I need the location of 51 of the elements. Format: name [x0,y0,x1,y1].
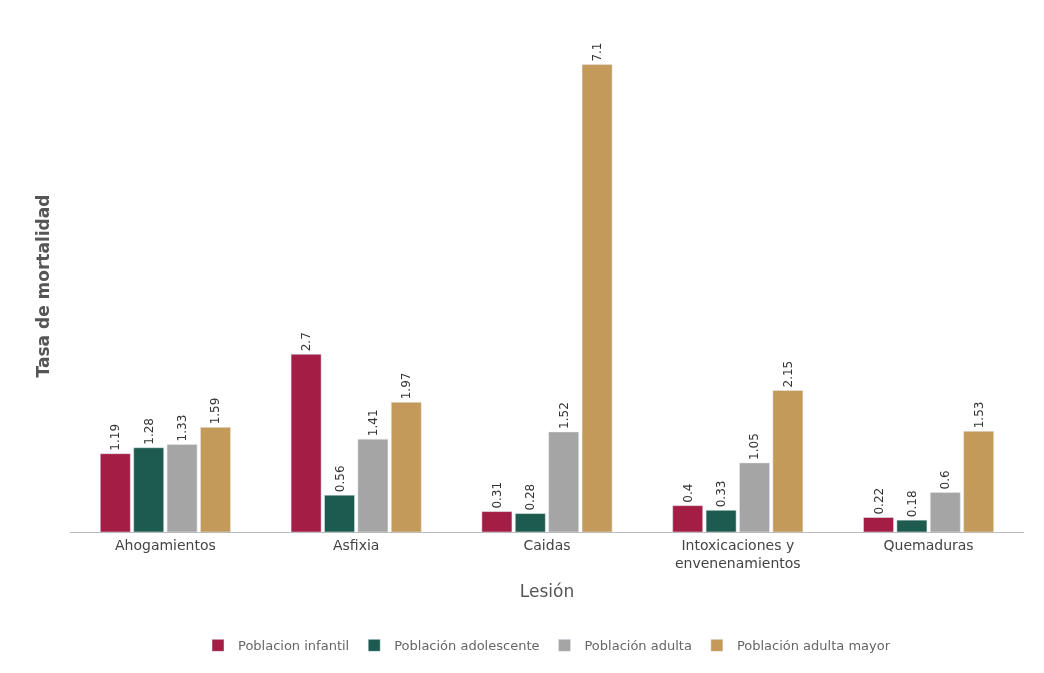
data-label: 7.1 [590,42,605,62]
bar [896,519,928,532]
data-label: 1.97 [399,372,414,400]
bar [324,494,355,532]
data-label: 0.6 [938,470,953,490]
legend-label: Poblacion infantil [238,638,350,654]
bar [739,462,770,532]
data-label: 1.28 [141,418,156,445]
data-label: 1.52 [556,402,571,429]
data-label: 2.7 [299,332,314,352]
bar [705,510,737,532]
legend-label: Población adolescente [394,638,540,654]
x-tick-label: Asfixia [332,536,380,553]
x-tick-label: Ahogamientos [114,536,216,553]
bar [772,390,804,532]
legend-label: Población adulta mayor [736,638,891,654]
data-label: 1.53 [971,401,986,429]
bar [581,64,613,532]
bar [391,402,422,532]
bar [357,438,389,532]
data-label: 0.22 [871,487,886,515]
bar [963,431,994,532]
bar [133,447,164,532]
bar [863,517,894,532]
data-label: 0.33 [714,480,729,508]
y-axis-title: Tasa de mortalidad [32,194,53,378]
bar [481,511,513,532]
data-label: 2.15 [780,360,795,388]
bar [930,492,961,532]
data-label: 0.56 [332,465,347,493]
bar [548,431,579,532]
data-label: 1.19 [108,423,123,451]
bar [290,354,322,532]
data-label: 0.4 [680,483,695,503]
x-axis-title: Lesión [519,581,575,602]
bar [672,505,703,532]
data-label: 1.33 [175,414,190,442]
data-label: 0.31 [489,481,504,509]
data-label: 1.41 [365,409,380,437]
data-label: 1.59 [208,397,223,425]
data-label: 0.28 [523,483,538,511]
bar [100,453,131,532]
x-tick-label: Caidas [523,536,571,553]
bar [515,513,546,532]
data-label: 0.18 [904,490,919,518]
legend-label: Población adulta [584,638,692,654]
bar [200,427,231,532]
x-tick-label: Quemaduras [883,536,974,553]
x-tick-label: Intoxicaciones y envenenamientos [674,536,801,571]
bar [166,444,198,532]
data-label: 1.05 [747,433,762,460]
